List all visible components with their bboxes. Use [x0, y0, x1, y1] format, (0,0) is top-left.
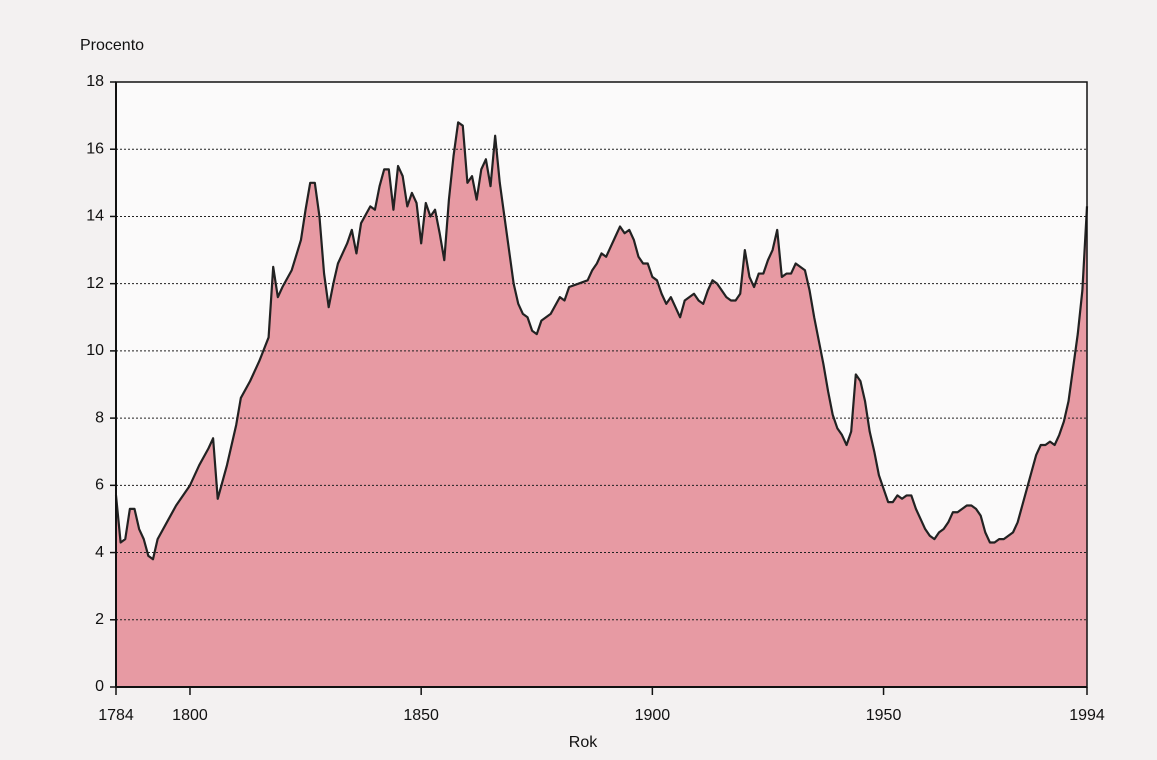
x-tick-label: 1850 [403, 707, 439, 724]
y-axis-label: Procento [80, 37, 144, 54]
area [116, 122, 1087, 688]
x-tick-label: 1994 [1069, 707, 1105, 724]
x-tick-label: 1800 [172, 707, 208, 724]
x-axis-label: Rok [569, 734, 598, 751]
x-tick-label: 1950 [866, 707, 902, 724]
y-tick-label: 6 [95, 477, 104, 494]
y-tick-label: 4 [95, 544, 104, 561]
y-tick-label: 8 [95, 409, 104, 426]
y-tick-label: 0 [95, 678, 104, 695]
y-tick-label: 14 [86, 208, 104, 225]
x-tick-label: 1784 [98, 707, 134, 724]
x-tick-label: 1900 [635, 707, 671, 724]
y-tick-label: 10 [86, 342, 104, 359]
y-tick-label: 18 [86, 73, 104, 90]
y-tick-label: 2 [95, 611, 104, 628]
line [114, 121, 1089, 561]
y-tick-label: 16 [86, 140, 104, 157]
y-tick-label: 12 [86, 275, 104, 292]
